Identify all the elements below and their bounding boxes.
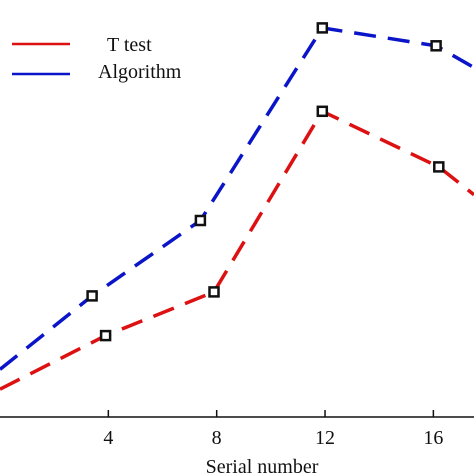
x-tick-label: 16 — [423, 427, 443, 449]
x-tick-label: 12 — [315, 427, 335, 449]
legend-label-t-test: T test — [107, 34, 152, 56]
data-point-algorithm — [86, 290, 98, 302]
series-markers — [86, 22, 445, 342]
series-line-algorithm — [0, 26, 474, 371]
data-point-algorithm — [316, 22, 329, 34]
data-point-t-test — [433, 161, 445, 173]
series-lines — [0, 26, 474, 391]
data-point-t-test — [316, 105, 329, 118]
data-point-t-test — [99, 329, 112, 342]
series-line-t-test — [0, 109, 474, 391]
legend: T test Algorithm — [12, 34, 182, 83]
x-tick-label: 4 — [103, 427, 113, 449]
legend-label-algorithm: Algorithm — [98, 61, 182, 83]
data-point-t-test — [208, 286, 220, 298]
data-point-algorithm — [194, 214, 207, 227]
x-axis-label: Serial number — [206, 456, 319, 474]
x-tick-label: 8 — [212, 427, 222, 449]
x-ticks: 4 8 12 16 — [103, 410, 443, 449]
data-point-algorithm — [430, 40, 442, 52]
